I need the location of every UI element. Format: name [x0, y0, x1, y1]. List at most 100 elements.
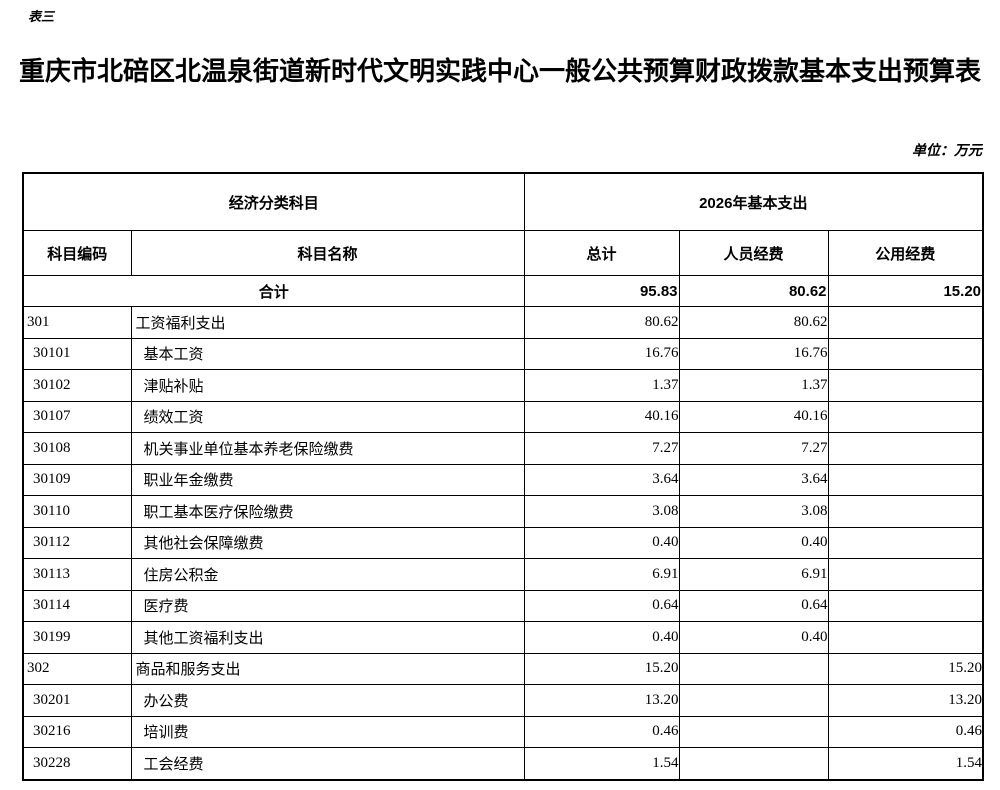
subject-name-cell: 基本工资 [130, 337, 525, 370]
table-row: 301 工资福利支出 80.62 80.62 [22, 306, 984, 339]
personnel-value-cell: 6.91 [678, 558, 829, 591]
subject-code-cell: 30113 [22, 558, 132, 591]
total-value-cell: 16.76 [523, 337, 680, 370]
budget-table: 经济分类科目 2026年基本支出 科目编码 科目名称 总计 人员经费 公用经费 … [22, 172, 985, 781]
personnel-value-cell: 80.62 [678, 306, 829, 339]
subject-name-cell: 其他工资福利支出 [130, 621, 525, 654]
subject-name-cell: 绩效工资 [130, 400, 525, 433]
subject-code-cell: 30114 [22, 589, 132, 622]
table-row: 30112 其他社会保障缴费 0.40 0.40 [22, 526, 984, 559]
public-value-cell [827, 400, 984, 433]
total-value-cell: 3.08 [523, 495, 680, 528]
subject-code-cell: 30112 [22, 526, 132, 559]
personnel-value-cell: 7.27 [678, 432, 829, 465]
subject-name-cell: 住房公积金 [130, 558, 525, 591]
subject-code-cell: 302 [22, 652, 132, 685]
subject-code-cell: 30201 [22, 684, 132, 717]
subject-name-cell: 机关事业单位基本养老保险缴费 [130, 432, 525, 465]
column-header-personnel-funds: 人员经费 [678, 230, 829, 276]
table-body: 经济分类科目 2026年基本支出 科目编码 科目名称 总计 人员经费 公用经费 … [22, 172, 984, 780]
public-value-cell [827, 337, 984, 370]
header-economic-classification: 经济分类科目 [22, 172, 525, 231]
unit-note: 单位：万元 [912, 144, 982, 159]
total-value-cell: 0.40 [523, 621, 680, 654]
subject-name-cell: 工资福利支出 [130, 306, 525, 339]
personnel-value-cell: 3.64 [678, 463, 829, 496]
public-value-cell [827, 495, 984, 528]
table-row: 30113 住房公积金 6.91 6.91 [22, 558, 984, 591]
public-value-cell [827, 526, 984, 559]
public-value-cell [827, 306, 984, 339]
subject-code-cell: 301 [22, 306, 132, 339]
page-title: 重庆市北碚区北温泉街道新时代文明实践中心一般公共预算财政拨款基本支出预算表 [18, 57, 981, 86]
public-value-cell [827, 621, 984, 654]
table-row: 30107 绩效工资 40.16 40.16 [22, 400, 984, 433]
public-value-cell: 1.54 [827, 747, 984, 780]
table-row: 30101 基本工资 16.76 16.76 [22, 337, 984, 370]
public-value-cell [827, 463, 984, 496]
personnel-value-cell [678, 684, 829, 717]
grand-total-personnel: 80.62 [678, 275, 829, 307]
grand-total-total: 95.83 [523, 275, 680, 307]
public-value-cell [827, 432, 984, 465]
table-row: 30199 其他工资福利支出 0.40 0.40 [22, 621, 984, 654]
public-value-cell [827, 369, 984, 402]
total-value-cell: 0.40 [523, 526, 680, 559]
total-value-cell: 0.46 [523, 715, 680, 748]
personnel-value-cell: 0.40 [678, 621, 829, 654]
subject-code-cell: 30101 [22, 337, 132, 370]
public-value-cell: 15.20 [827, 652, 984, 685]
subject-name-cell: 办公费 [130, 684, 525, 717]
table-row: 30201 办公费 13.20 13.20 [22, 684, 984, 717]
personnel-value-cell: 3.08 [678, 495, 829, 528]
subject-code-cell: 30216 [22, 715, 132, 748]
personnel-value-cell [678, 747, 829, 780]
subject-code-cell: 30109 [22, 463, 132, 496]
grand-total-public: 15.20 [827, 275, 984, 307]
personnel-value-cell: 1.37 [678, 369, 829, 402]
column-header-subject-code: 科目编码 [22, 230, 132, 276]
header-2026-basic-expenditure: 2026年基本支出 [523, 172, 984, 231]
subject-name-cell: 工会经费 [130, 747, 525, 780]
total-value-cell: 13.20 [523, 684, 680, 717]
subject-code-cell: 30228 [22, 747, 132, 780]
table-row: 30110 职工基本医疗保险缴费 3.08 3.08 [22, 495, 984, 528]
table-row: 30109 职业年金缴费 3.64 3.64 [22, 463, 984, 496]
table-row: 30108 机关事业单位基本养老保险缴费 7.27 7.27 [22, 432, 984, 465]
table-row: 30102 津贴补贴 1.37 1.37 [22, 369, 984, 402]
subject-name-cell: 医疗费 [130, 589, 525, 622]
column-header-total: 总计 [523, 230, 680, 276]
total-value-cell: 1.37 [523, 369, 680, 402]
grand-total-row: 合计 95.83 80.62 15.20 [22, 275, 984, 307]
table-row: 30228 工会经费 1.54 1.54 [22, 747, 984, 780]
table-row: 302 商品和服务支出 15.20 15.20 [22, 652, 984, 685]
public-value-cell: 0.46 [827, 715, 984, 748]
column-header-subject-name: 科目名称 [130, 230, 525, 276]
grand-total-label: 合计 [22, 275, 525, 307]
personnel-value-cell: 0.64 [678, 589, 829, 622]
subject-name-cell: 津贴补贴 [130, 369, 525, 402]
total-value-cell: 80.62 [523, 306, 680, 339]
subject-code-cell: 30102 [22, 369, 132, 402]
subject-code-cell: 30110 [22, 495, 132, 528]
total-value-cell: 15.20 [523, 652, 680, 685]
subject-code-cell: 30199 [22, 621, 132, 654]
personnel-value-cell: 0.40 [678, 526, 829, 559]
public-value-cell: 13.20 [827, 684, 984, 717]
public-value-cell [827, 558, 984, 591]
public-value-cell [827, 589, 984, 622]
table-row: 30216 培训费 0.46 0.46 [22, 715, 984, 748]
header-group-row: 经济分类科目 2026年基本支出 [22, 172, 984, 231]
personnel-value-cell: 16.76 [678, 337, 829, 370]
table-row: 30114 医疗费 0.64 0.64 [22, 589, 984, 622]
subject-name-cell: 商品和服务支出 [130, 652, 525, 685]
subject-code-cell: 30108 [22, 432, 132, 465]
subject-code-cell: 30107 [22, 400, 132, 433]
total-value-cell: 3.64 [523, 463, 680, 496]
personnel-value-cell [678, 652, 829, 685]
total-value-cell: 7.27 [523, 432, 680, 465]
column-header-public-funds: 公用经费 [827, 230, 984, 276]
personnel-value-cell: 40.16 [678, 400, 829, 433]
total-value-cell: 0.64 [523, 589, 680, 622]
